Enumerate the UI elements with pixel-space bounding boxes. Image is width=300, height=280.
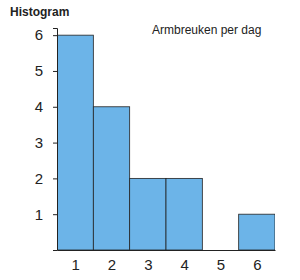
y-tick: 2 [35,170,57,187]
x-tick: 6 [253,250,261,273]
x-axis: 1 2 3 4 5 6 [58,250,276,273]
chart: 1 2 3 4 5 6 1 2 3 4 5 6 Histogram Armbreuken per dag [0,0,300,280]
y-tick-label: 2 [35,170,43,187]
plot: 1 2 3 4 5 6 1 2 3 4 5 6 [35,26,276,272]
y-tick-label: 4 [35,98,43,115]
x-tick: 5 [217,250,225,273]
x-tick: 3 [144,250,152,273]
y-tick: 6 [35,26,57,43]
bar [130,178,166,250]
y-axis-line [53,29,58,251]
y-axis: 1 2 3 4 5 6 [35,26,58,250]
bar [239,214,275,250]
x-axis-line [58,250,276,251]
y-tick-mark [53,107,57,108]
x-tick: 2 [108,250,116,273]
y-tick-label: 5 [35,62,43,79]
y-tick: 5 [35,62,57,79]
y-tick-label: 1 [35,205,43,222]
x-tick-label: 4 [180,256,188,273]
y-tick-mark [53,178,57,179]
x-tick-label: 1 [71,256,79,273]
bar [202,250,238,251]
x-tick-label: 2 [108,256,116,273]
bar [57,35,93,250]
title: Histogram [10,5,69,19]
bars [57,35,275,250]
bar [93,107,129,250]
y-tick: 4 [35,98,57,115]
y-tick: 1 [35,205,57,222]
x-tick-label: 6 [253,256,261,273]
y-tick-label: 3 [35,134,43,151]
x-tick-label: 3 [144,256,152,273]
y-tick-mark [53,143,57,144]
y-tick-mark [53,71,57,72]
x-tick-label: 5 [217,256,225,273]
x-tick: 4 [180,250,188,273]
x-tick: 1 [71,250,79,273]
subtitle: Armbreuken per dag [152,23,261,37]
bar [166,178,202,250]
y-tick-mark [53,214,57,215]
y-tick-mark [53,35,57,36]
y-tick: 3 [35,134,57,151]
y-tick-label: 6 [35,26,43,43]
